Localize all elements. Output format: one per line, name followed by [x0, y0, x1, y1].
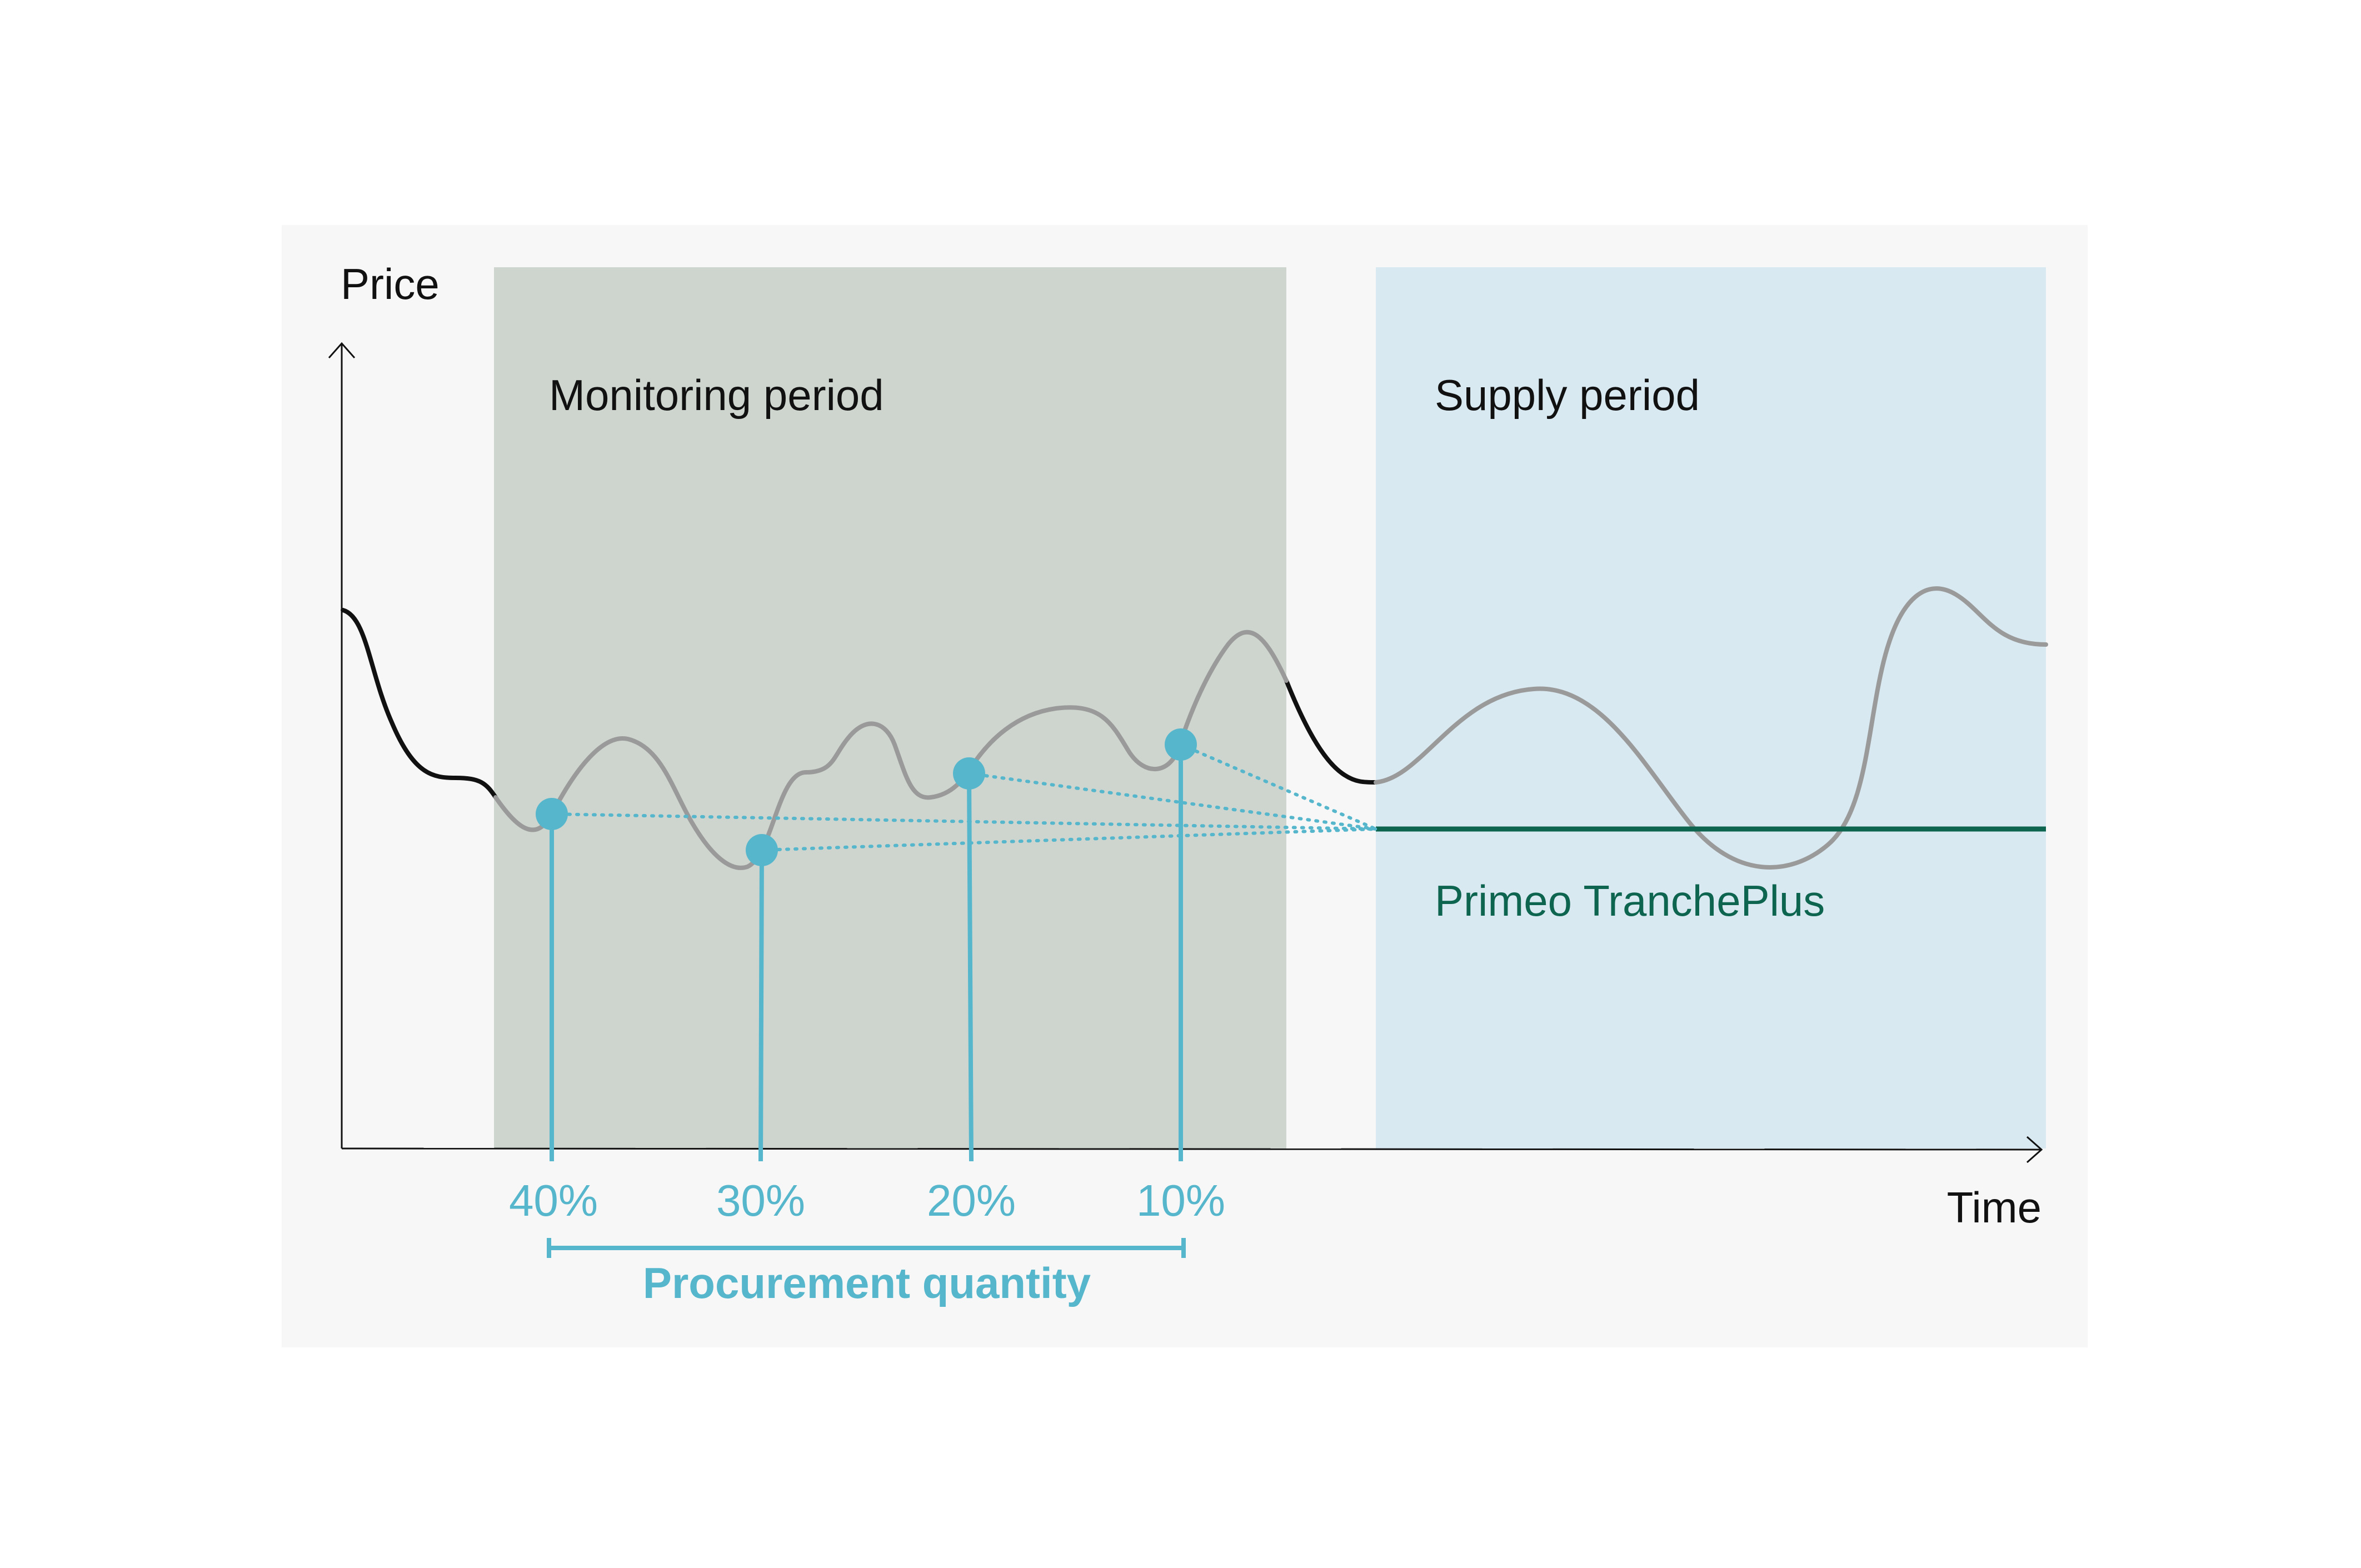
x-axis-arrow [2026, 1136, 2043, 1163]
monitoring-period-label: Monitoring period [549, 371, 884, 420]
tranche-point-10 [1165, 728, 1197, 761]
procurement-quantity-label: Procurement quantity [643, 1259, 1091, 1307]
dotted-line-30 [760, 827, 1377, 852]
market-price-curve-supply [1374, 586, 2048, 870]
historic-curve-start [341, 608, 498, 800]
monitoring-period-band [494, 267, 1286, 1148]
tranche-points [536, 728, 1197, 866]
axes [328, 342, 2043, 1163]
tranche-stems [550, 745, 1183, 1162]
tranche-stem-30 [758, 850, 764, 1162]
tranche-label-40: 40% [509, 1176, 598, 1225]
procurement-bracket [547, 1238, 1186, 1258]
x-axis [341, 1147, 2042, 1151]
historic-price-curve [341, 608, 1378, 800]
tranche-point-30 [746, 834, 778, 866]
supply-period-label: Supply period [1435, 371, 1700, 420]
dotted-line-10 [1179, 743, 1377, 831]
tranche-label-30: 30% [716, 1176, 805, 1225]
tranche-stem-20 [967, 773, 974, 1162]
averaging-dotted-lines [550, 743, 1377, 852]
tranche-label-10: 10% [1136, 1176, 1225, 1225]
historic-curve-gap [1284, 678, 1378, 785]
tranche-point-40 [536, 798, 568, 830]
dotted-line-20 [967, 772, 1377, 831]
y-axis-arrow [328, 342, 356, 358]
product-name-label: Primeo TranchePlus [1435, 876, 1825, 925]
y-axis-label: Price [341, 259, 440, 308]
tranche-label-20: 20% [927, 1176, 1016, 1225]
supply-period-band [1376, 267, 2046, 1148]
x-axis-label: Time [1947, 1183, 2041, 1232]
tranche-point-20 [953, 757, 985, 790]
